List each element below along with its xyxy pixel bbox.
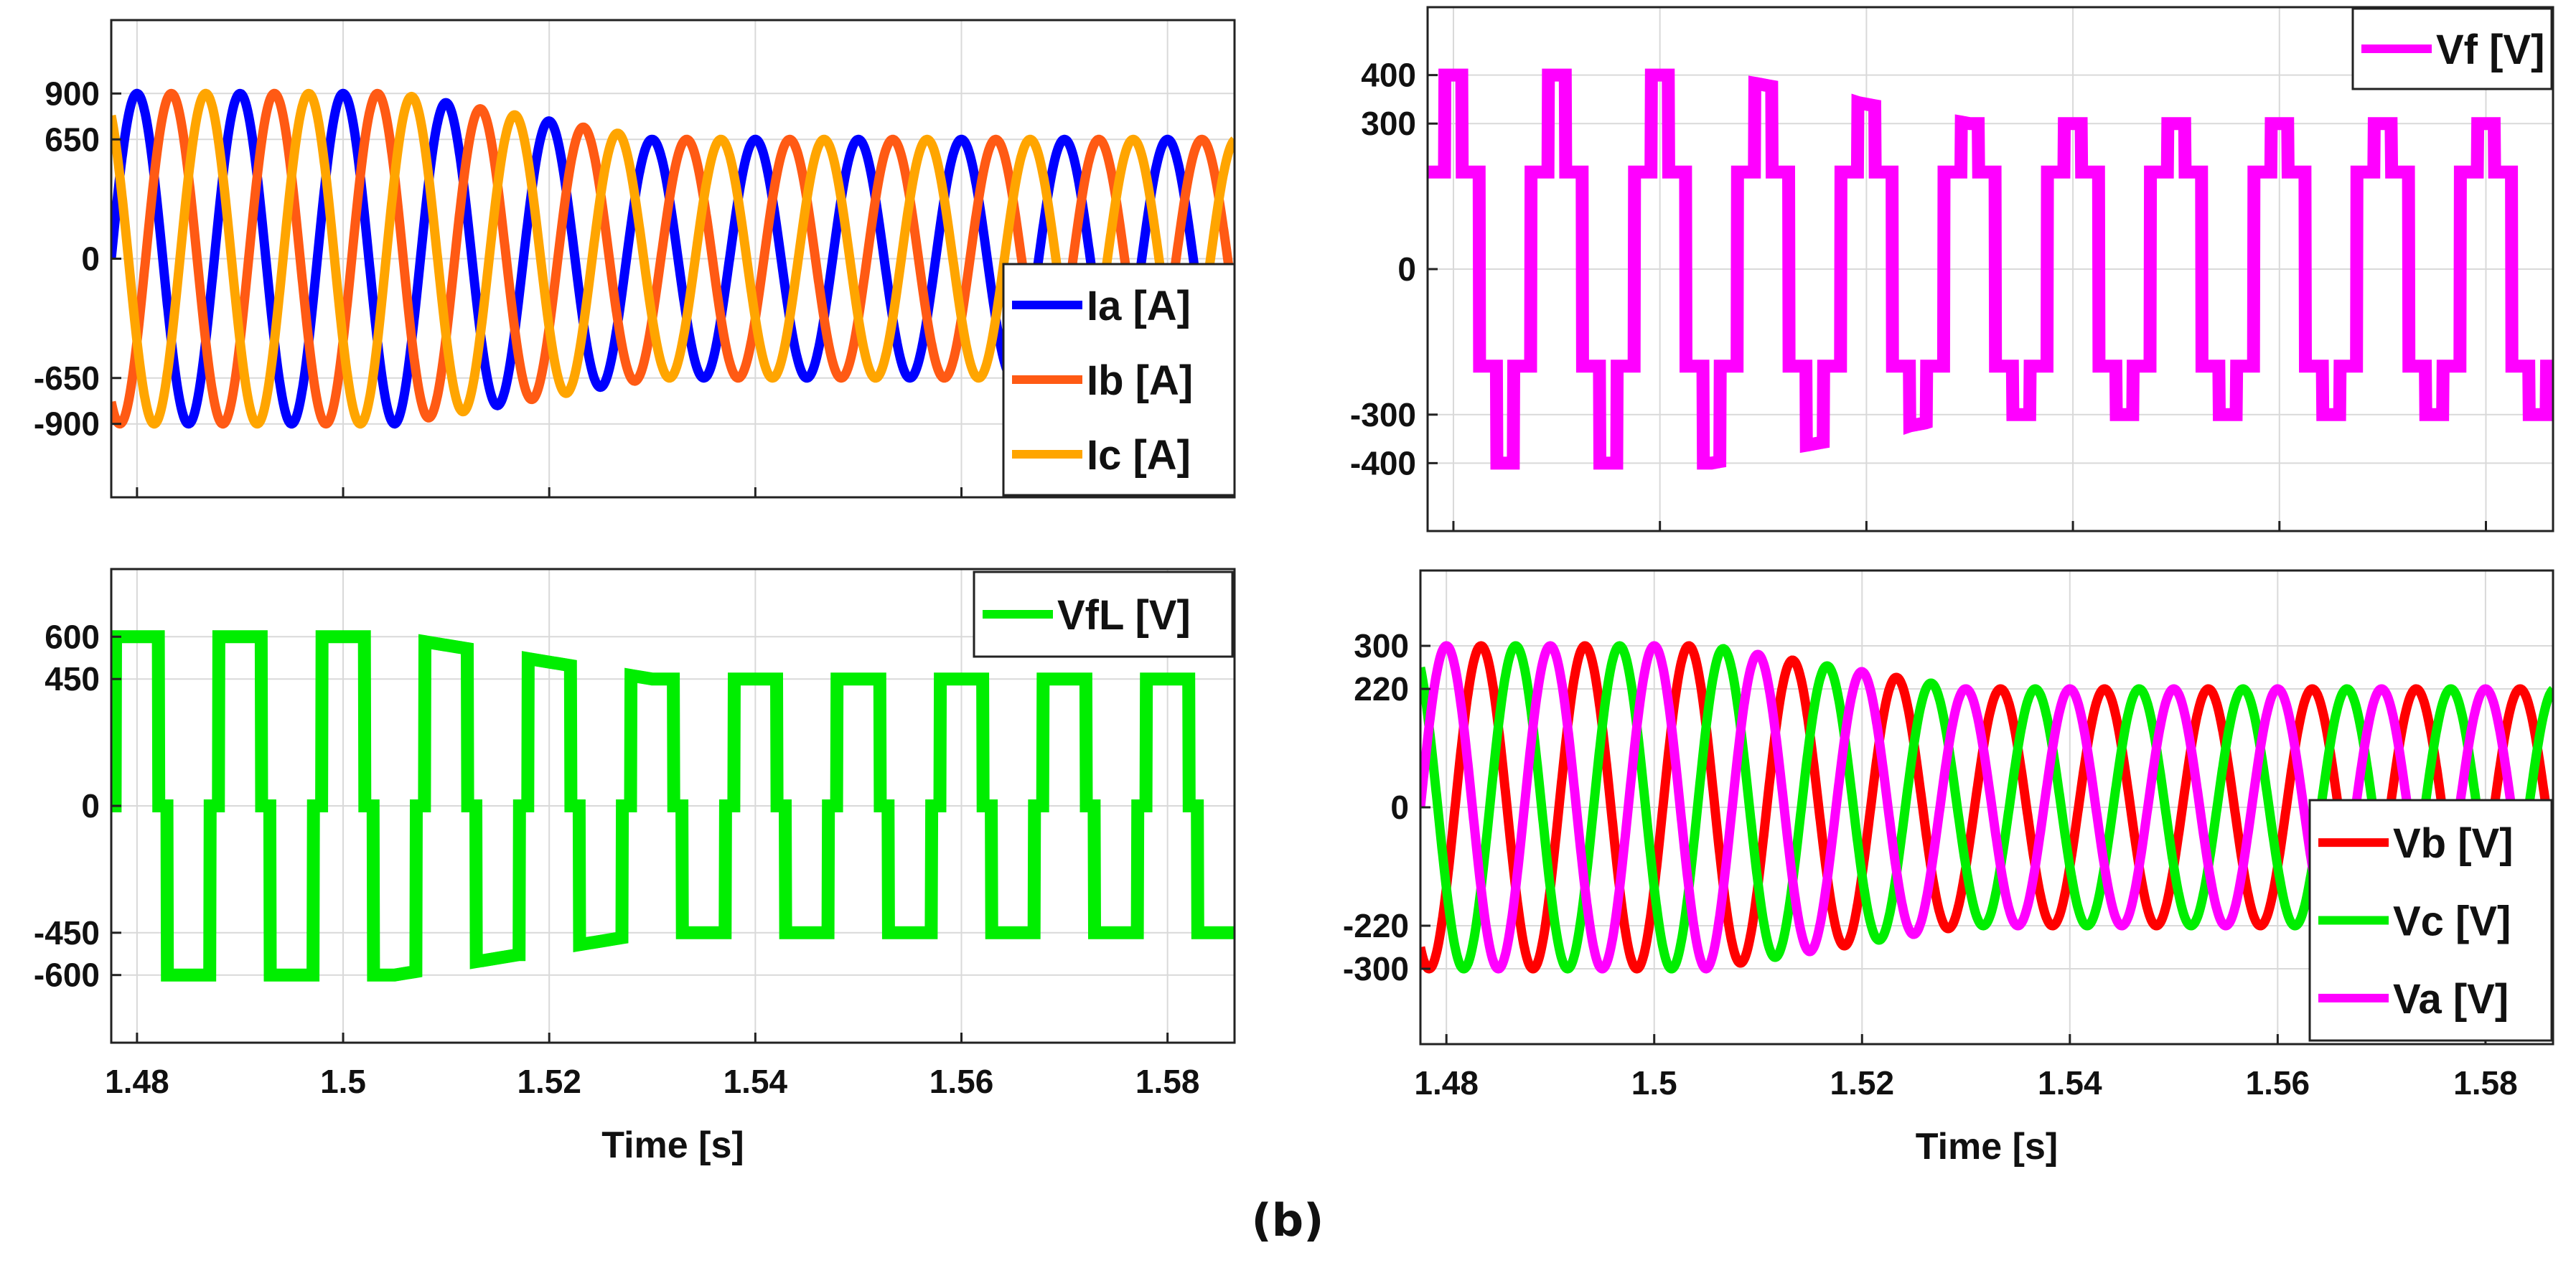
x-tick-label: 1.5 (320, 1063, 366, 1100)
x-tick-label: 1.56 (929, 1063, 994, 1100)
legend-label: Ia [A] (1087, 283, 1191, 329)
legend: Ia [A] Ib [A] Ic [A] (1002, 263, 1236, 497)
legend: Vf [V] (2351, 7, 2553, 90)
x-tick-label: 1.48 (105, 1063, 169, 1100)
x-axis-label: Time [s] (601, 1125, 744, 1166)
y-tick-label: -300 (1350, 396, 1416, 433)
x-tick-label: 1.52 (517, 1063, 581, 1100)
y-tick-label: -600 (34, 957, 100, 994)
y-tick-label: 0 (1397, 250, 1416, 288)
legend-label: VfL [V] (1057, 592, 1191, 639)
series-line-2 (1420, 641, 2553, 974)
y-tick-label: 650 (45, 121, 100, 158)
y-tick-label: -400 (1350, 444, 1416, 482)
y-tick-label: -650 (34, 360, 100, 397)
legend-label: Ic [A] (1087, 432, 1191, 479)
x-tick-label: 1.54 (723, 1063, 788, 1100)
y-tick-label: 900 (45, 75, 100, 112)
legend-label: Va [V] (2393, 976, 2509, 1023)
x-tick-label: 1.52 (1830, 1064, 1895, 1102)
x-tick-label: 1.58 (2453, 1064, 2518, 1102)
x-tick-label: 1.56 (2246, 1064, 2310, 1102)
figure-caption: (b) (1251, 1194, 1324, 1246)
y-tick-label: -450 (34, 914, 100, 952)
legend-label: Ib [A] (1087, 357, 1193, 404)
x-tick-label: 1.48 (1414, 1064, 1479, 1102)
series-line-0 (1428, 68, 2553, 470)
x-tick-label: 1.54 (2038, 1064, 2102, 1102)
chart-voltages: 300 220 0 -220 -300 1.48 1.5 1.52 1.54 1.56 1.58 Ti… (1343, 569, 2554, 1168)
x-tick-label: 1.5 (1631, 1064, 1677, 1102)
chart-vfl: 600 450 0 -450 -600 1.48 1.5 1.52 1.54 1.56 1.58 Ti… (34, 568, 1236, 1166)
series-line-2 (111, 88, 1235, 429)
legend-label: Vb [V] (2393, 820, 2514, 867)
chart-currents: 900 650 0 -650 -900 Ia [A] Ib [A] Ic [A] (34, 19, 1236, 499)
y-tick-label: 0 (1390, 789, 1409, 826)
chart-vf: 400 300 0 -300 -400 Vf [V] (1350, 6, 2554, 532)
y-tick-label: -220 (1343, 907, 1409, 944)
y-tick-label: 450 (45, 660, 100, 698)
legend: VfL [V] (973, 571, 1234, 658)
y-tick-label: 300 (1354, 627, 1409, 665)
y-tick-label: 600 (45, 618, 100, 655)
y-tick-label: -300 (1343, 950, 1409, 987)
x-tick-label: 1.58 (1135, 1063, 1200, 1100)
y-tick-label: 0 (81, 240, 100, 278)
x-axis-label: Time [s] (1916, 1126, 2058, 1168)
y-tick-label: 0 (81, 787, 100, 825)
y-tick-label: 300 (1361, 105, 1416, 142)
y-tick-label: 400 (1361, 57, 1416, 94)
y-tick-label: 220 (1354, 670, 1409, 708)
panels: 900 650 0 -650 -900 Ia [A] Ib [A] Ic [A] 400 300 0… (34, 6, 2554, 1168)
legend: Vb [V] Vc [V] Va [V] (2308, 799, 2553, 1042)
series-line-0 (111, 630, 1235, 982)
y-tick-label: -900 (34, 405, 100, 443)
legend-label: Vc [V] (2393, 898, 2511, 945)
legend-label: Vf [V] (2436, 27, 2544, 73)
